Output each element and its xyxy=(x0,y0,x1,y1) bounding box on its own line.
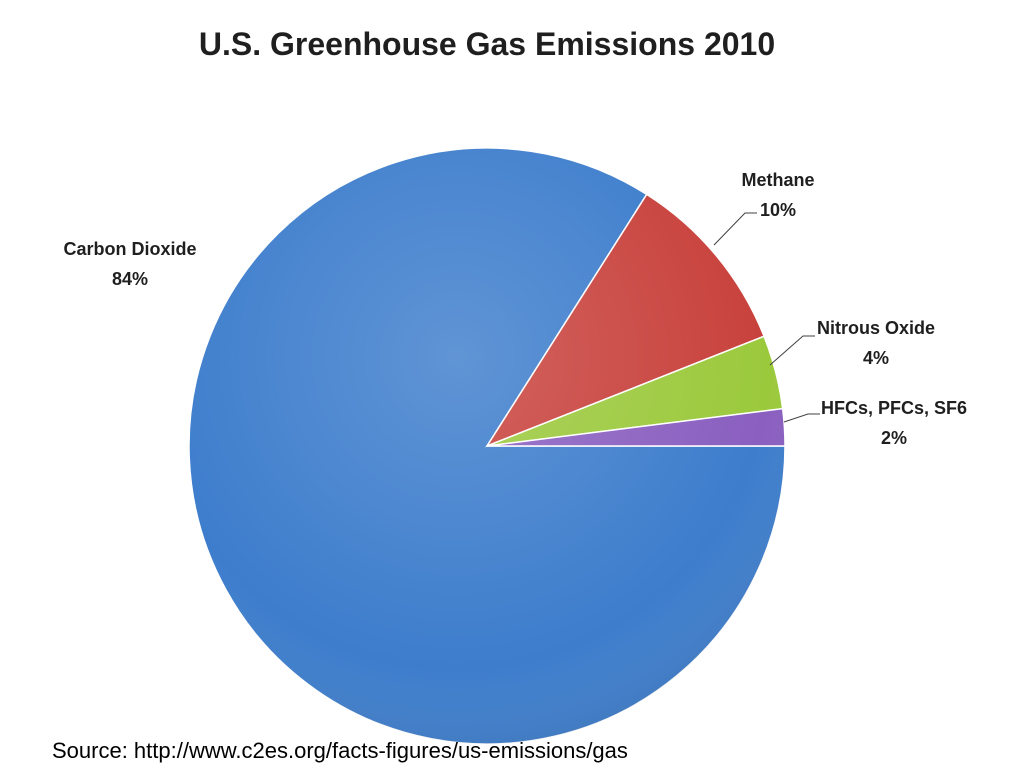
slice-label-name: Carbon Dioxide xyxy=(63,239,196,259)
chart-title: U.S. Greenhouse Gas Emissions 2010 xyxy=(199,26,775,62)
leader-line-hfcs-pfcs-sf6 xyxy=(783,413,820,423)
slice-label-name: Methane xyxy=(741,170,814,190)
slice-label-name: HFCs, PFCs, SF6 xyxy=(821,398,967,418)
pie-slices xyxy=(188,147,786,745)
slice-label-value: 4% xyxy=(863,348,889,368)
leader-line-nitrous-oxide xyxy=(769,335,815,366)
slice-label-methane: Methane 10% xyxy=(741,170,814,220)
slice-label-value: 84% xyxy=(112,269,148,289)
slice-label-value: 2% xyxy=(881,428,907,448)
slice-label-carbon-dioxide: Carbon Dioxide 84% xyxy=(63,239,196,289)
slice-label-name: Nitrous Oxide xyxy=(817,318,935,338)
slice-label-value: 10% xyxy=(760,200,796,220)
slice-label-hfcs-pfcs-sf6: HFCs, PFCs, SF6 2% xyxy=(821,398,967,448)
leader-line-methane xyxy=(713,212,757,246)
source-note: Source: http://www.c2es.org/facts-figure… xyxy=(52,738,628,763)
slice-label-nitrous-oxide: Nitrous Oxide 4% xyxy=(817,318,935,368)
pie-labels: Carbon Dioxide 84% Methane 10% Nitrous Oxide… xyxy=(63,170,967,448)
